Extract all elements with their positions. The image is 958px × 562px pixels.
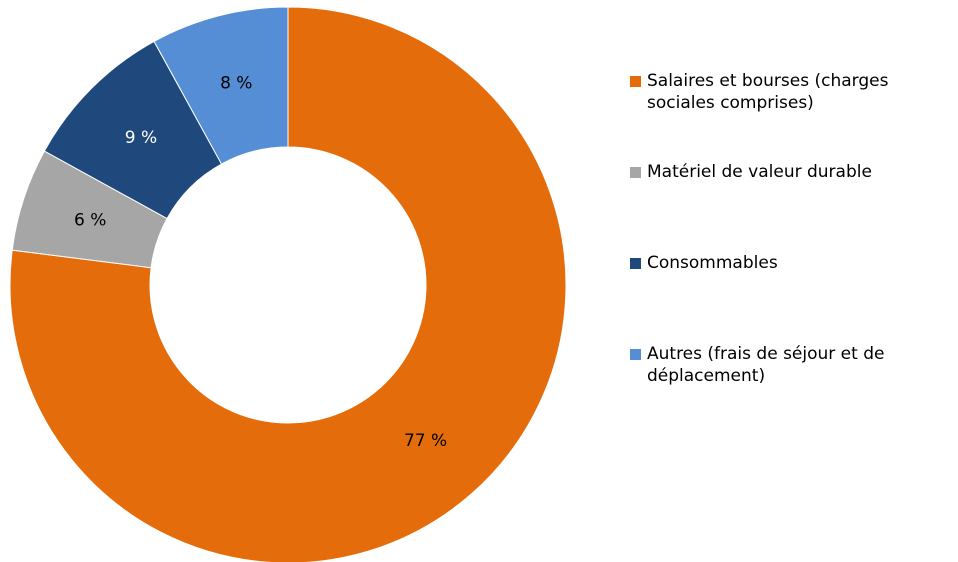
legend-label: Autres (frais de séjour et de déplacemen… [647, 344, 885, 386]
legend-item: Salaires et bourses (charges sociales co… [630, 70, 958, 161]
legend-item: Autres (frais de séjour et de déplacemen… [630, 343, 958, 434]
donut-segment [9, 6, 567, 562]
data-label: 9 % [125, 128, 157, 148]
legend-swatch [630, 167, 641, 178]
legend-swatch [630, 349, 641, 360]
legend-label: Consommables [647, 253, 778, 273]
legend-swatch [630, 258, 641, 269]
data-label: 8 % [220, 74, 252, 94]
legend-label: Salaires et bourses (charges sociales co… [647, 71, 889, 113]
data-label: 6 % [74, 211, 106, 231]
donut-segment [153, 6, 289, 165]
legend-swatch [630, 76, 641, 87]
legend: Salaires et bourses (charges sociales co… [630, 70, 958, 434]
legend-label: Matériel de valeur durable [647, 162, 872, 182]
data-label: 77 % [404, 431, 447, 451]
legend-item: Matériel de valeur durable [630, 161, 958, 252]
legend-item: Consommables [630, 252, 958, 343]
